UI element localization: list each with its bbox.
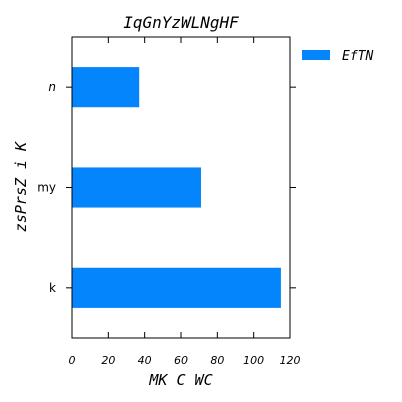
y-tick-labels: k my n xyxy=(37,80,56,295)
y-tick-label: my xyxy=(37,181,56,195)
x-tick-label: 20 xyxy=(101,354,115,367)
plot-frame xyxy=(71,36,291,339)
y-tick-label: k xyxy=(49,281,56,295)
legend-swatch xyxy=(302,50,330,60)
x-tick-label: 0 xyxy=(69,354,76,367)
x-tick-label: 80 xyxy=(210,354,224,367)
bar-n xyxy=(72,67,140,108)
x-tick-label: 100 xyxy=(243,354,264,367)
x-tick-label: 120 xyxy=(280,354,301,367)
x-tick-label: 40 xyxy=(138,354,152,367)
x-axis-label: MK C WC xyxy=(148,371,212,389)
bars xyxy=(72,67,281,308)
legend: EfTN xyxy=(302,49,373,64)
chart-title: IqGnYzWLNgHF xyxy=(123,13,239,32)
x-tick-label: 60 xyxy=(174,354,188,367)
bar-k xyxy=(72,267,281,308)
y-tick-label: n xyxy=(48,80,56,94)
x-tick-labels: 0 20 40 60 80 100 120 xyxy=(69,354,301,367)
y-axis-label: zsPrsZ i K xyxy=(12,141,30,232)
legend-label: EfTN xyxy=(342,49,373,64)
bar-my xyxy=(72,167,201,208)
